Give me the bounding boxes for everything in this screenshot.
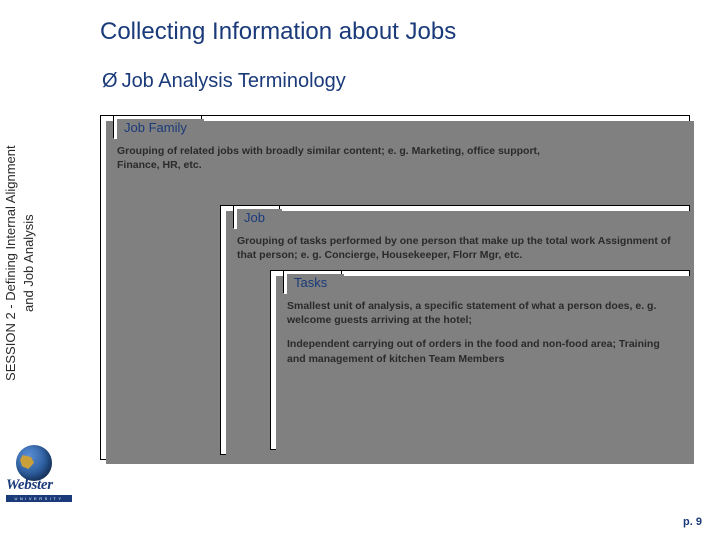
panel-tab-tasks: Tasks bbox=[283, 270, 342, 294]
subtitle: ØJob Analysis Terminology bbox=[102, 70, 346, 93]
panel-body-job-family: Grouping of related jobs with broadly si… bbox=[117, 144, 549, 182]
university-logo: Webster UNIVERSITY bbox=[6, 445, 76, 500]
logo-wordmark: Webster bbox=[6, 477, 53, 494]
panel-tab-job: Job bbox=[233, 205, 280, 229]
panel-tasks: Tasks Smallest unit of analysis, a speci… bbox=[270, 270, 690, 450]
panel-tab-job-family: Job Family bbox=[113, 115, 202, 139]
page-title: Collecting Information about Jobs bbox=[100, 18, 456, 46]
subtitle-text: Job Analysis Terminology bbox=[122, 70, 346, 92]
page-number: p. 9 bbox=[683, 516, 702, 528]
logo-bar: UNIVERSITY bbox=[6, 495, 72, 502]
bullet-arrow-icon: Ø bbox=[102, 70, 118, 92]
session-side-label: SESSION 2 - Defining Internal Alignment … bbox=[2, 113, 38, 413]
globe-icon bbox=[16, 445, 52, 481]
diagram-stage: Job Family Grouping of related jobs with… bbox=[100, 115, 690, 460]
panel-body-job: Grouping of tasks performed by one perso… bbox=[237, 234, 673, 272]
panel-body-tasks: Smallest unit of analysis, a specific st… bbox=[287, 299, 673, 376]
